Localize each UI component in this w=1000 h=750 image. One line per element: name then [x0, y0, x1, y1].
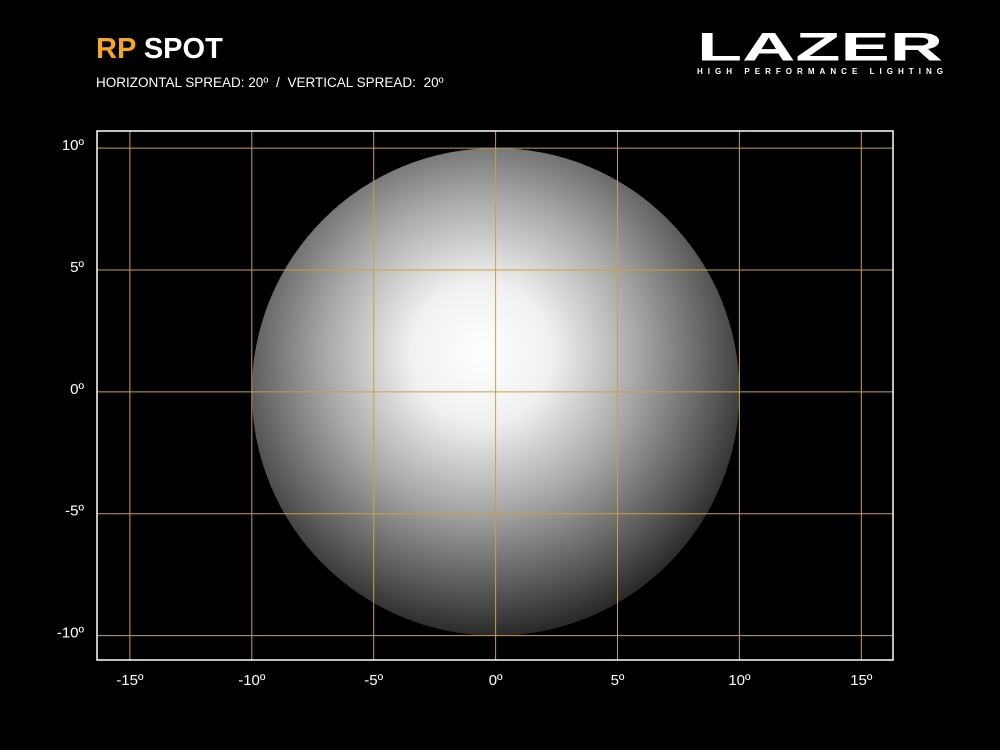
y-tick-label: -10º [57, 625, 85, 642]
y-tick-label: 5º [70, 259, 84, 276]
subtitle-value: 20º [424, 75, 444, 90]
subtitle: HORIZONTAL SPREAD: 20º / VERTICAL SPREAD… [96, 75, 444, 90]
y-tick-label: 10º [62, 137, 85, 154]
plot-frame [96, 130, 894, 661]
x-tick-label: -10º [238, 672, 266, 689]
x-tick-label: 15º [850, 672, 873, 689]
chart-title: RP SPOT [96, 33, 223, 65]
logo-tagline: HIGH PERFORMANCE LIGHTING [697, 67, 943, 76]
x-tick-label: 0º [489, 672, 503, 689]
logo-brand: LAZER [697, 26, 943, 70]
x-tick-label: -5º [364, 672, 383, 689]
title-name: SPOT [144, 33, 223, 65]
x-tick-label: -15º [116, 672, 144, 689]
subtitle-label: VERTICAL SPREAD: [288, 75, 416, 90]
y-tick-label: 0º [70, 381, 84, 398]
subtitle-value: 20º [248, 75, 268, 90]
x-tick-label: 5º [611, 672, 625, 689]
y-tick-label: -5º [65, 503, 84, 520]
plot-area: -15º -10º -5º 0º 5º 10º 15º 10º 5º 0º -5º -10º [57, 130, 894, 689]
x-tick-label: 10º [728, 672, 751, 689]
title-model: RP [96, 33, 136, 65]
subtitle-separator: / [276, 75, 280, 90]
subtitle-label: HORIZONTAL SPREAD: [96, 75, 245, 90]
